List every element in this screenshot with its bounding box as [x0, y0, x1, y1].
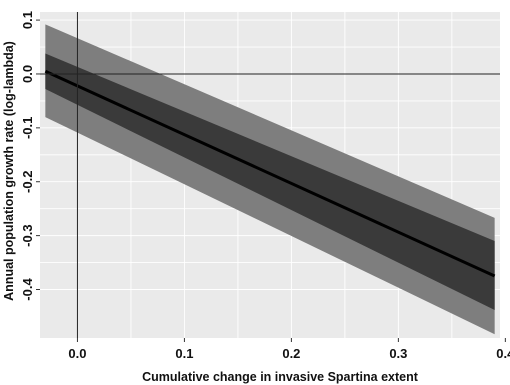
y-tick-label: 0.1 — [20, 11, 35, 29]
fit-lines — [44, 69, 496, 278]
y-tick-label: -0.3 — [20, 224, 35, 246]
reference-lines — [40, 12, 500, 338]
y-tick-label: 0.0 — [20, 65, 35, 83]
x-tick-label: 0.0 — [68, 346, 86, 361]
y-tick-label: -0.2 — [20, 171, 35, 193]
x-tick-label: 0.3 — [389, 346, 407, 361]
y-axis-title: Annual population growth rate (log-lambd… — [2, 41, 16, 301]
x-axis-title: Cumulative change in invasive Spartina e… — [142, 370, 419, 384]
y-tick-label: -0.4 — [20, 278, 35, 301]
y-axis-ticks: 0.1 0.0 -0.1 -0.2 -0.3 -0.4 — [20, 11, 40, 301]
fit-line — [44, 69, 496, 278]
inner-band-polygon — [45, 53, 495, 310]
y-tick-label: -0.1 — [20, 117, 35, 139]
confidence-bands — [45, 24, 495, 335]
x-tick-label: 0.1 — [175, 346, 193, 361]
x-axis-ticks: 0.0 0.1 0.2 0.3 0.4 — [68, 338, 510, 361]
x-tick-label: 0.4 — [496, 346, 510, 361]
x-tick-label: 0.2 — [282, 346, 300, 361]
